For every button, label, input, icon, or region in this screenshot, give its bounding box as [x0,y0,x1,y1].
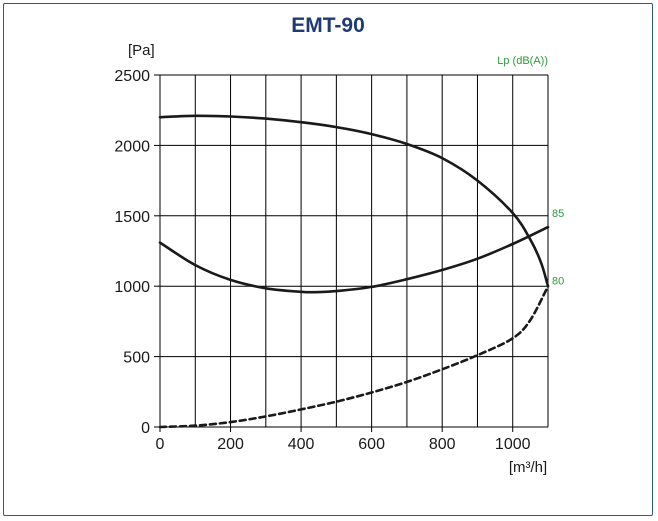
tick-labels: 0 500 1000 1500 2000 2500 0 200 400 600 800 1000 [114,68,530,453]
x-tick-label: 200 [217,436,244,453]
series-line-2 [158,225,550,294]
grid [154,74,549,432]
annotation-label: 80 [552,276,564,288]
annotation-label: 85 [552,208,564,220]
y-tick-label: 500 [123,350,150,367]
series-group [158,114,550,429]
x-tick-label: 600 [358,436,385,453]
y-tick-label: 1500 [114,209,150,226]
series-line-3 [158,284,550,429]
y-tick-label: 2000 [114,138,150,155]
chart-frame [3,3,653,516]
x-tick-label: 800 [429,436,456,453]
y-tick-label: 2500 [114,68,150,85]
x-tick-label: 0 [156,436,165,453]
y-tick-label: 1000 [114,279,150,296]
series-line-1 [158,114,550,288]
secondary-axis-label: Lp (dB(A)) [497,55,548,67]
annotations: 85 80 [552,208,564,288]
x-tick-label: 1000 [495,436,531,453]
x-tick-label: 400 [288,436,315,453]
y-axis-label: [Pa] [128,42,155,59]
x-axis-label: [m³/h] [509,459,547,476]
chart-title: EMT-90 [291,14,365,37]
y-tick-label: 0 [141,420,150,437]
